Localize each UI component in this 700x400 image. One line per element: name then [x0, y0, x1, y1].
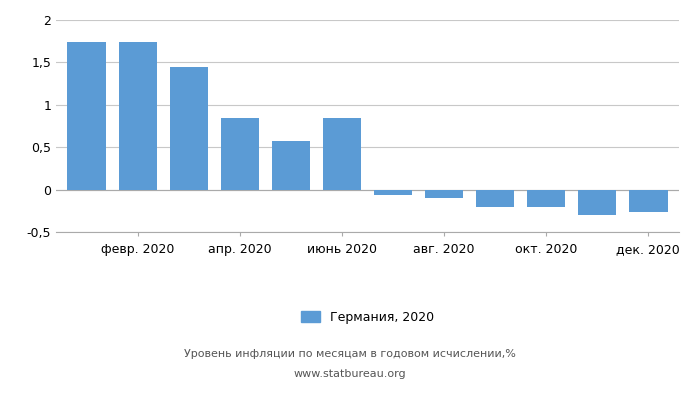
- Bar: [476, 190, 514, 206]
- Bar: [578, 190, 617, 215]
- Legend: Германия, 2020: Германия, 2020: [296, 306, 439, 329]
- Text: Уровень инфляции по месяцам в годовом исчислении,%: Уровень инфляции по месяцам в годовом ис…: [184, 349, 516, 359]
- Bar: [67, 42, 106, 190]
- Bar: [272, 141, 310, 190]
- Bar: [629, 190, 668, 212]
- Bar: [323, 118, 361, 190]
- Bar: [374, 190, 412, 195]
- Bar: [425, 190, 463, 198]
- Bar: [169, 67, 208, 190]
- Bar: [527, 190, 566, 206]
- Bar: [220, 118, 259, 190]
- Bar: [118, 42, 157, 190]
- Text: www.statbureau.org: www.statbureau.org: [294, 369, 406, 379]
